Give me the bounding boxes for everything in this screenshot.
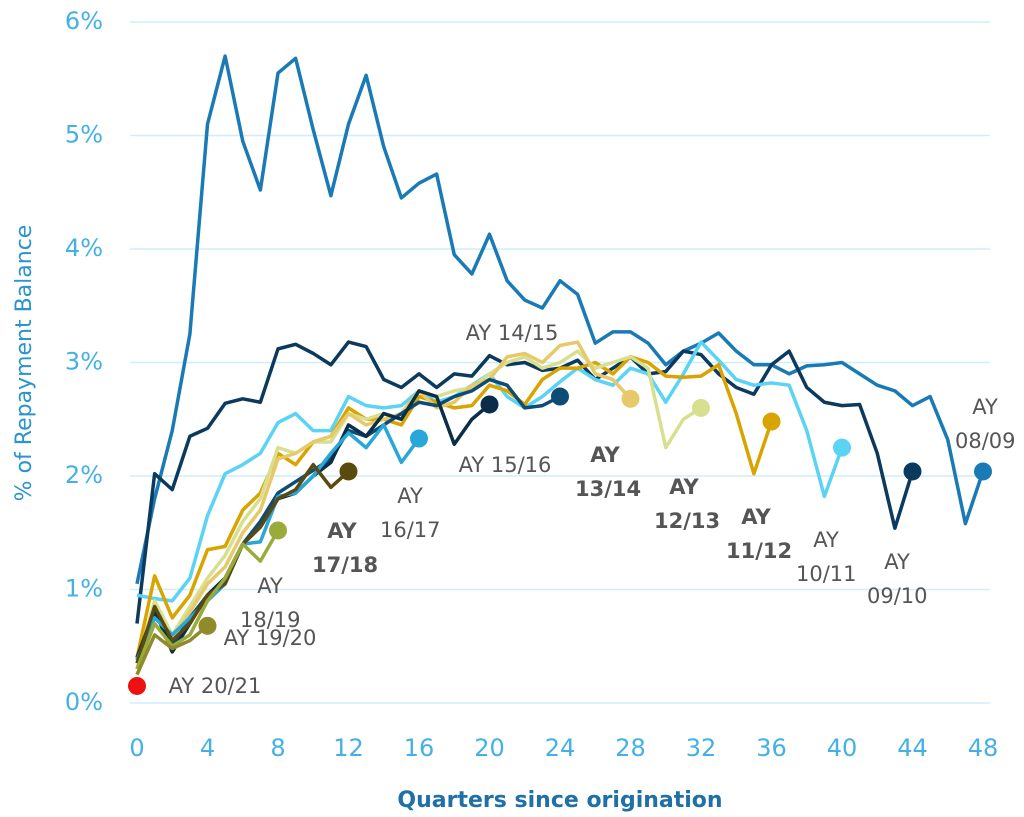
- x-tick-label: 4: [200, 734, 215, 762]
- series-label: AY 13/14: [575, 443, 642, 501]
- series-label: AY 20/21: [168, 674, 262, 698]
- series-label: AY 08/09: [955, 395, 1016, 453]
- x-tick-label: 28: [615, 734, 646, 762]
- end-dot: [974, 462, 992, 481]
- x-tick-label: 20: [474, 734, 505, 762]
- end-dot: [903, 462, 922, 481]
- series-label: AY 09/10: [867, 550, 928, 608]
- series-line: [135, 624, 209, 676]
- x-tick-label: 16: [404, 734, 435, 762]
- x-tick-label: 40: [827, 734, 858, 762]
- series-line: [135, 54, 985, 585]
- series-label: AY 19/20: [223, 626, 317, 650]
- series-line: [135, 423, 421, 661]
- series-label: AY 10/11: [796, 528, 857, 586]
- x-tick-label: 36: [756, 734, 787, 762]
- series-line: [135, 529, 280, 670]
- x-tick-label: 0: [129, 734, 144, 762]
- y-tick-label: 3%: [65, 348, 103, 376]
- end-dot: [551, 387, 569, 406]
- y-tick-label: 1%: [65, 575, 103, 603]
- series-label: AY 16/17: [380, 484, 441, 542]
- series-label: AY 14/15: [465, 321, 559, 345]
- end-dot: [621, 389, 640, 408]
- series-label: AY 18/19: [240, 574, 301, 632]
- y-tick-label: 0%: [65, 688, 103, 716]
- end-dot: [692, 398, 710, 417]
- y-tick-label: 6%: [65, 7, 103, 35]
- x-tick-label: 12: [333, 734, 364, 762]
- end-dot: [833, 438, 851, 457]
- series-label: AY 17/18: [312, 519, 379, 577]
- series-line: [135, 340, 915, 624]
- y-tick-label: 4%: [65, 234, 103, 262]
- y-axis-label: % of Repayment Balance: [12, 225, 37, 502]
- end-dot: [269, 521, 287, 540]
- series-line: [135, 355, 774, 658]
- end-dot: [128, 676, 146, 695]
- end-dot: [480, 395, 499, 414]
- series-line: [135, 340, 632, 670]
- end-dot: [198, 616, 217, 635]
- y-tick-label: 2%: [65, 461, 103, 489]
- x-tick-label: 8: [270, 734, 285, 762]
- y-tick-label: 5%: [65, 121, 103, 149]
- end-dot: [762, 412, 781, 431]
- x-tick-label: 44: [897, 734, 928, 762]
- series-label: AY 12/13: [654, 475, 721, 533]
- x-tick-label: 32: [686, 734, 717, 762]
- end-dot: [339, 462, 358, 481]
- x-axis-label: Quarters since origination: [397, 788, 722, 813]
- series-label: AY 11/12: [726, 505, 793, 563]
- x-tick-label: 24: [545, 734, 576, 762]
- x-tick-label: 48: [968, 734, 999, 762]
- series-label: AY 15/16: [458, 453, 552, 477]
- end-dot: [410, 429, 428, 448]
